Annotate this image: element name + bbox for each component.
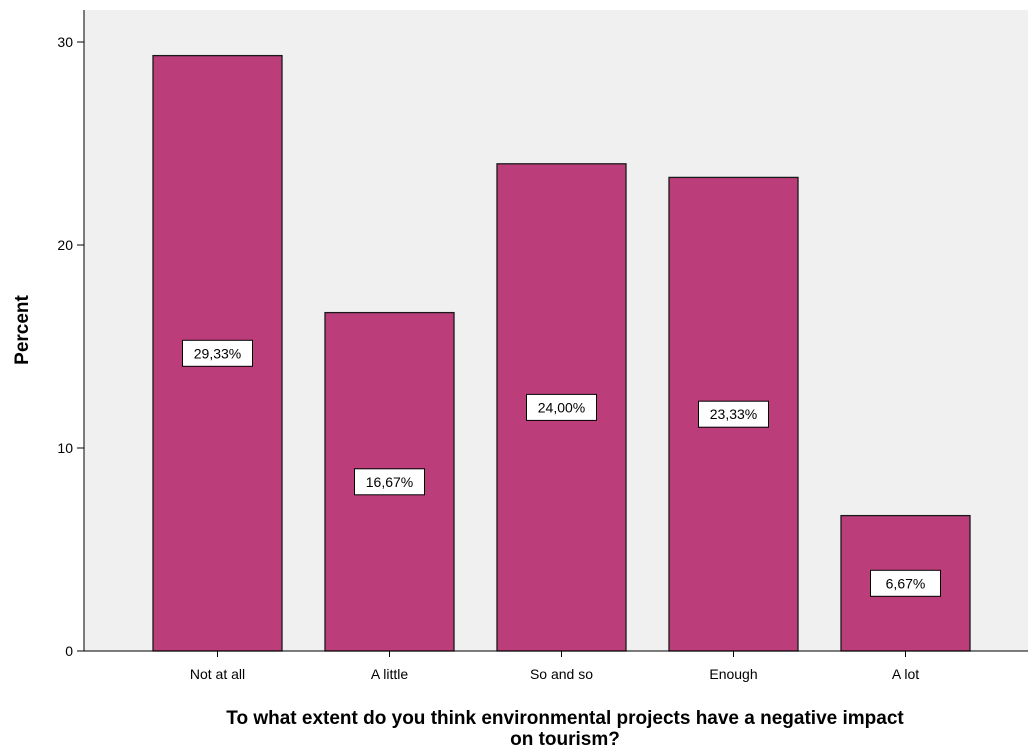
y-ticks-layer: 0 10 20 30 xyxy=(57,34,84,659)
data-label: 24,00% xyxy=(538,399,585,415)
y-tick-label: 10 xyxy=(57,440,73,456)
x-tick-label: Enough xyxy=(709,666,757,682)
y-tick-label: 30 xyxy=(57,34,73,50)
data-label-box xyxy=(870,569,941,597)
x-ticks-layer: Not at all A little So and so Enough A lot xyxy=(190,651,919,682)
data-label-box xyxy=(182,339,253,367)
data-labels-layer: 29,33% 16,67% 24,00% 23,33% 6,67% xyxy=(182,339,941,597)
data-label: 16,67% xyxy=(366,474,413,490)
y-tick-label: 20 xyxy=(57,237,73,253)
y-axis-title: Percent xyxy=(12,294,33,364)
y-tick-label: 0 xyxy=(65,643,73,659)
data-label-box xyxy=(526,393,597,421)
x-tick-label: A little xyxy=(371,666,409,682)
x-tick-label: So and so xyxy=(530,666,593,682)
data-label: 29,33% xyxy=(194,345,241,361)
x-tick-label: A lot xyxy=(892,666,919,682)
data-label: 23,33% xyxy=(710,406,757,422)
data-label-box xyxy=(354,468,425,496)
x-axis-title-line-2: on tourism? xyxy=(510,729,620,750)
data-label-box xyxy=(698,400,769,428)
x-axis-title-line-1: To what extent do you think environmenta… xyxy=(226,708,904,729)
data-label: 6,67% xyxy=(886,575,926,591)
x-tick-label: Not at all xyxy=(190,666,245,682)
